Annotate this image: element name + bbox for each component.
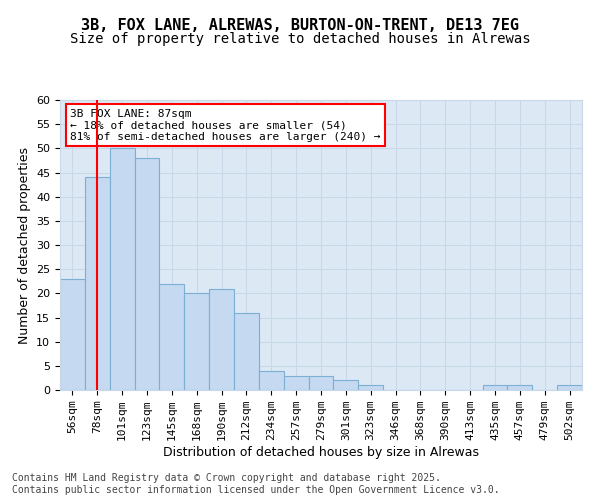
Bar (110, 148, 134, 390)
Bar (334, 380, 358, 390)
Bar (134, 158, 160, 390)
Bar (60, 279, 85, 390)
Text: Contains HM Land Registry data © Crown copyright and database right 2025.
Contai: Contains HM Land Registry data © Crown c… (12, 474, 500, 495)
Bar (284, 376, 308, 390)
Text: 3B, FOX LANE, ALREWAS, BURTON-ON-TRENT, DE13 7EG: 3B, FOX LANE, ALREWAS, BURTON-ON-TRENT, … (81, 18, 519, 32)
Bar (308, 376, 334, 390)
Y-axis label: Number of detached properties: Number of detached properties (17, 146, 31, 344)
Bar (508, 385, 532, 390)
Bar (160, 284, 184, 390)
Text: 3B FOX LANE: 87sqm
← 18% of detached houses are smaller (54)
81% of semi-detache: 3B FOX LANE: 87sqm ← 18% of detached hou… (70, 108, 381, 142)
Bar (557, 385, 582, 390)
Bar (358, 385, 383, 390)
Bar (259, 370, 284, 390)
Bar (482, 385, 508, 390)
Text: Size of property relative to detached houses in Alrewas: Size of property relative to detached ho… (70, 32, 530, 46)
X-axis label: Distribution of detached houses by size in Alrewas: Distribution of detached houses by size … (163, 446, 479, 459)
Bar (184, 294, 209, 390)
Bar (234, 312, 259, 390)
Bar (85, 178, 110, 390)
Bar (209, 288, 234, 390)
